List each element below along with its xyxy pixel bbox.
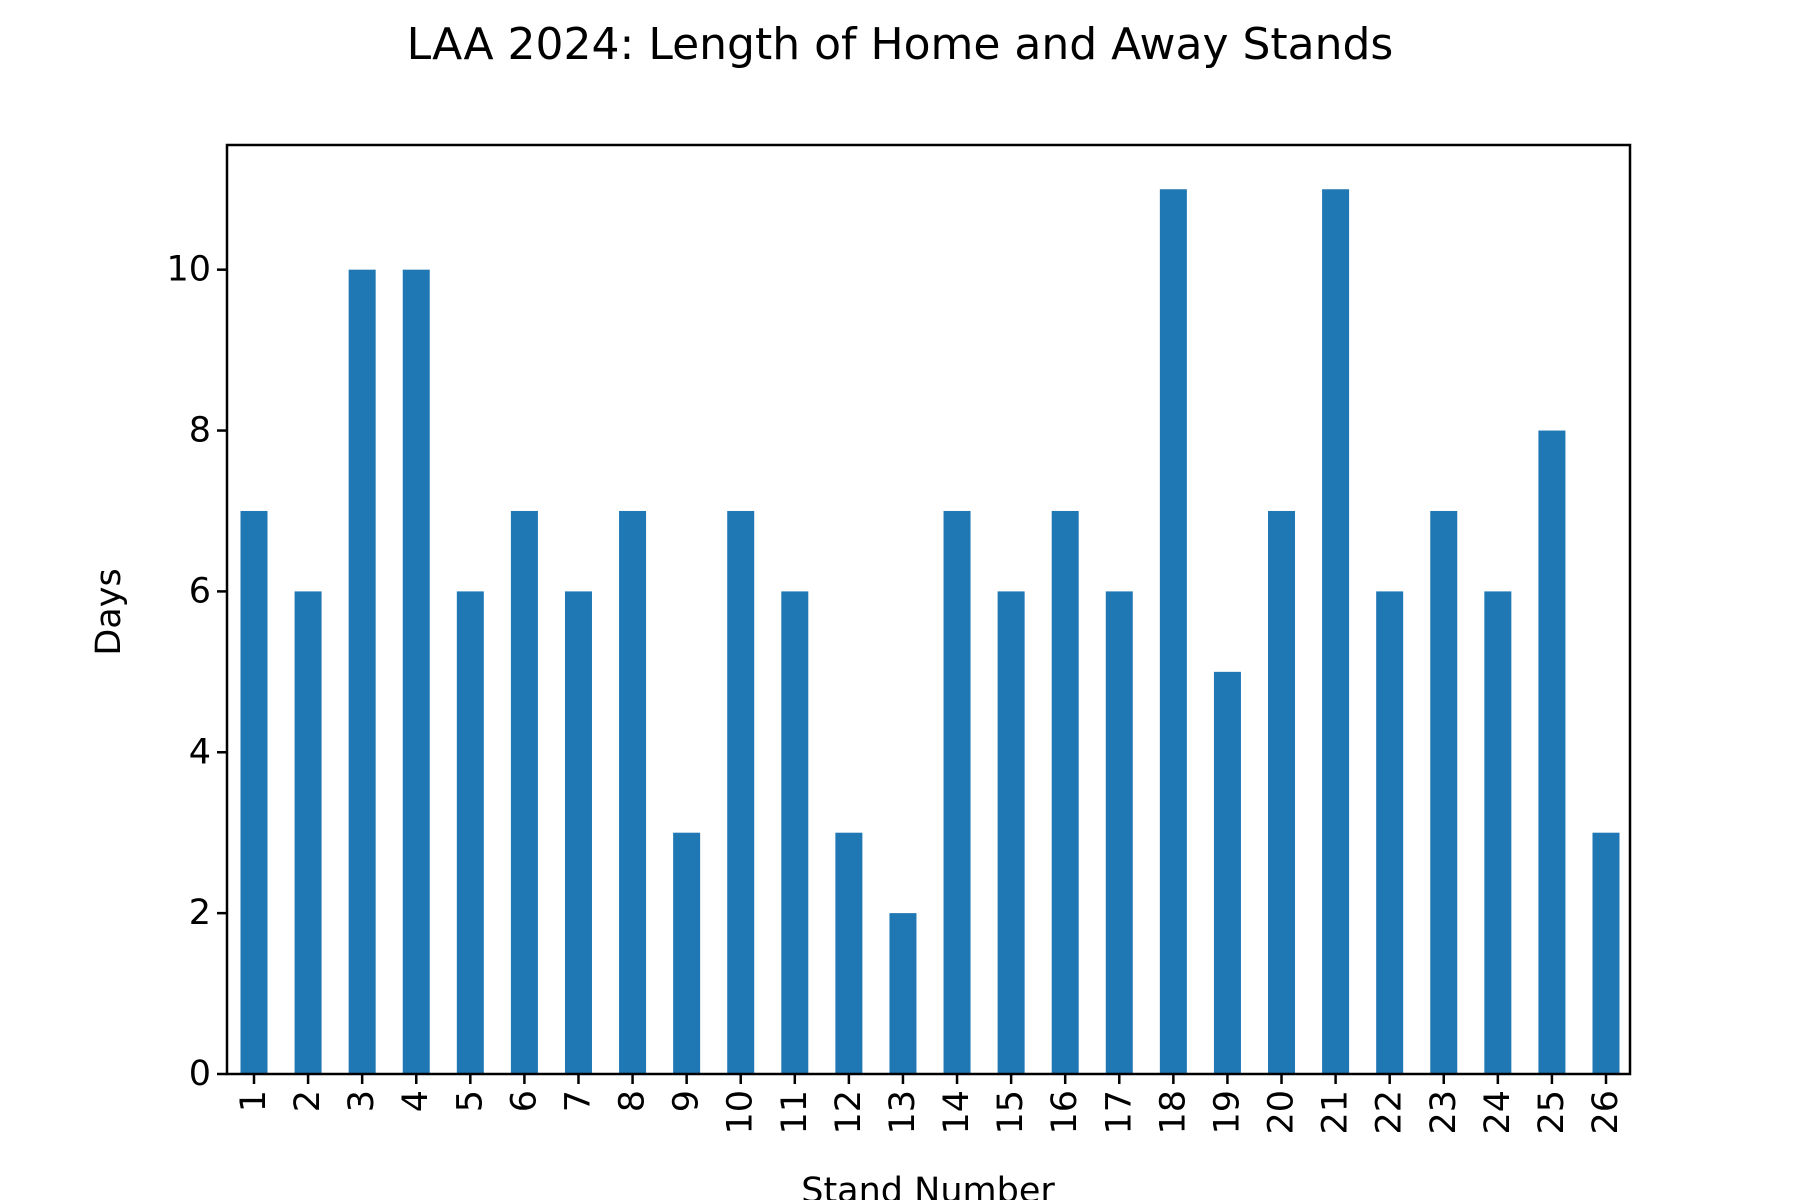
bar-stand-17 — [1105, 591, 1133, 1074]
bar-stand-26 — [1592, 832, 1620, 1074]
x-tick-label: 26 — [1586, 1090, 1626, 1135]
bar-stand-11 — [781, 591, 809, 1074]
y-tick-label: 8 — [189, 411, 211, 451]
x-tick-label: 19 — [1207, 1090, 1247, 1135]
x-tick-label: 18 — [1153, 1090, 1193, 1135]
bar-stand-19 — [1213, 671, 1241, 1074]
x-tick-label: 21 — [1316, 1090, 1356, 1135]
x-axis: 1 2 3 4 5 6 7 8 9 10 11 12 13 14 15 16 17 18 19 20 21 22 23 24 2… — [234, 1074, 1626, 1135]
x-tick-label: 8 — [613, 1090, 653, 1112]
bar-stand-20 — [1268, 510, 1296, 1075]
x-tick-label: 16 — [1045, 1090, 1085, 1135]
x-tick-label: 9 — [667, 1090, 707, 1112]
chart-title: LAA 2024: Length of Home and Away Stands — [407, 19, 1394, 70]
x-tick-label: 4 — [396, 1090, 436, 1112]
bar-stand-6 — [510, 510, 538, 1075]
bar-stand-7 — [564, 591, 592, 1074]
bar-stand-9 — [673, 832, 701, 1074]
x-tick-label: 25 — [1532, 1090, 1572, 1135]
y-tick-label: 4 — [189, 732, 211, 772]
bar-stand-24 — [1484, 591, 1512, 1074]
x-tick-label: 6 — [504, 1090, 544, 1112]
x-tick-label: 17 — [1099, 1090, 1139, 1135]
x-axis-label: Stand Number — [801, 1171, 1055, 1200]
x-tick-label: 23 — [1424, 1090, 1464, 1135]
x-tick-label: 2 — [288, 1090, 328, 1112]
bar-stand-16 — [1051, 510, 1079, 1075]
y-axis: 0 2 4 6 8 10 — [166, 250, 227, 1094]
bar-stand-23 — [1430, 510, 1458, 1075]
bars-group — [240, 189, 1620, 1075]
y-tick-label: 10 — [166, 250, 211, 290]
bar-stand-3 — [348, 269, 376, 1074]
y-tick-label: 6 — [189, 571, 211, 611]
bar-stand-4 — [402, 269, 430, 1074]
x-tick-label: 11 — [775, 1090, 815, 1135]
plot-frame — [225, 143, 1632, 1076]
bar-stand-14 — [943, 510, 971, 1075]
x-tick-label: 24 — [1478, 1090, 1518, 1135]
x-tick-label: 3 — [342, 1090, 382, 1112]
bar-stand-18 — [1159, 189, 1187, 1075]
bar-stand-15 — [997, 591, 1025, 1074]
x-tick-label: 12 — [829, 1090, 869, 1135]
bar-stand-1 — [240, 510, 268, 1075]
x-tick-label: 15 — [991, 1090, 1031, 1135]
x-tick-label: 13 — [883, 1090, 923, 1135]
y-tick-label: 2 — [189, 893, 211, 933]
bar-stand-22 — [1376, 591, 1404, 1074]
bar-stand-13 — [889, 913, 917, 1074]
bar-stand-2 — [294, 591, 322, 1074]
bar-stand-25 — [1538, 430, 1566, 1074]
bar-stand-5 — [456, 591, 484, 1074]
bar-stand-12 — [835, 832, 863, 1074]
bar-stand-10 — [727, 510, 755, 1075]
y-axis-label: Days — [89, 568, 129, 655]
bar-stand-21 — [1322, 189, 1350, 1075]
x-tick-label: 1 — [234, 1090, 274, 1112]
y-tick-label: 0 — [189, 1054, 211, 1094]
x-tick-label: 20 — [1262, 1090, 1302, 1135]
x-tick-label: 7 — [558, 1090, 598, 1112]
x-tick-label: 22 — [1370, 1090, 1410, 1135]
bar-stand-8 — [619, 510, 647, 1075]
x-tick-label: 14 — [937, 1090, 977, 1135]
x-tick-label: 10 — [721, 1090, 761, 1135]
x-tick-label: 5 — [450, 1090, 490, 1112]
